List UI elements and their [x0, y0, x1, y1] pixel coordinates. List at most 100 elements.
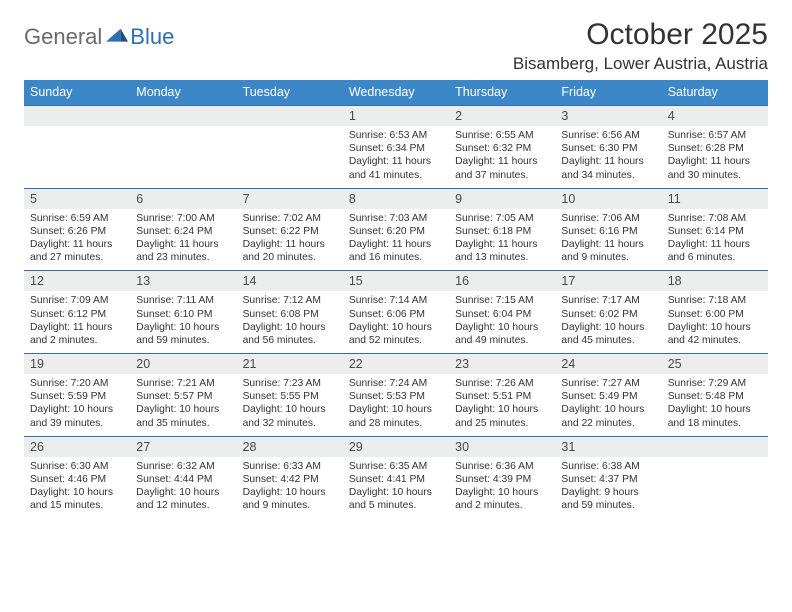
sunset-line: Sunset: 6:08 PM [243, 308, 337, 321]
sunrise-line: Sunrise: 7:17 AM [561, 294, 655, 307]
calendar-day-cell: 4Sunrise: 6:57 AMSunset: 6:28 PMDaylight… [662, 105, 768, 188]
day-number: 13 [130, 270, 236, 291]
day-number: 15 [343, 270, 449, 291]
daylight-line: Daylight: 11 hours and 6 minutes. [668, 238, 762, 264]
calendar-day-cell: 6Sunrise: 7:00 AMSunset: 6:24 PMDaylight… [130, 188, 236, 271]
day-number: 9 [449, 188, 555, 209]
calendar-day-cell: 16Sunrise: 7:15 AMSunset: 6:04 PMDayligh… [449, 270, 555, 353]
daylight-line: Daylight: 10 hours and 15 minutes. [30, 486, 124, 512]
sunrise-line: Sunrise: 6:57 AM [668, 129, 762, 142]
day-details: Sunrise: 6:56 AMSunset: 6:30 PMDaylight:… [555, 129, 661, 188]
sunrise-line: Sunrise: 6:36 AM [455, 460, 549, 473]
sunrise-line: Sunrise: 7:08 AM [668, 212, 762, 225]
calendar-day-cell: 27Sunrise: 6:32 AMSunset: 4:44 PMDayligh… [130, 436, 236, 519]
sunset-line: Sunset: 5:53 PM [349, 390, 443, 403]
sunrise-line: Sunrise: 6:32 AM [136, 460, 230, 473]
calendar-day-cell: 15Sunrise: 7:14 AMSunset: 6:06 PMDayligh… [343, 270, 449, 353]
day-details: Sunrise: 7:21 AMSunset: 5:57 PMDaylight:… [130, 377, 236, 436]
day-number: 5 [24, 188, 130, 209]
sunrise-line: Sunrise: 7:05 AM [455, 212, 549, 225]
sunset-line: Sunset: 6:18 PM [455, 225, 549, 238]
sunset-line: Sunset: 5:51 PM [455, 390, 549, 403]
calendar-day-cell: 25 Sunrise: 7:29 AMSunset: 5:48 PMDayligh… [662, 353, 768, 436]
dow-friday: Friday [555, 80, 661, 105]
day-details: Sunrise: 7:24 AMSunset: 5:53 PMDaylight:… [343, 377, 449, 436]
day-number: 25 [662, 353, 768, 374]
sunrise-line: Sunrise: 7:29 AM [668, 377, 762, 390]
sunrise-line: Sunrise: 6:55 AM [455, 129, 549, 142]
daylight-line: Daylight: 10 hours and 22 minutes. [561, 403, 655, 429]
daylight-line: Daylight: 11 hours and 27 minutes. [30, 238, 124, 264]
day-number: 29 [343, 436, 449, 457]
brand-word2: Blue [130, 24, 174, 50]
daylight-line: Daylight: 10 hours and 56 minutes. [243, 321, 337, 347]
day-details: Sunrise: 7:29 AMSunset: 5:48 PMDaylight:… [662, 377, 768, 436]
daylight-line: Daylight: 10 hours and 42 minutes. [668, 321, 762, 347]
day-details: Sunrise: 7:06 AMSunset: 6:16 PMDaylight:… [555, 212, 661, 271]
sunrise-line: Sunrise: 6:38 AM [561, 460, 655, 473]
sunset-line: Sunset: 5:48 PM [668, 390, 762, 403]
dow-wednesday: Wednesday [343, 80, 449, 105]
daylight-line: Daylight: 11 hours and 37 minutes. [455, 155, 549, 181]
day-number: 26 [24, 436, 130, 457]
sunset-line: Sunset: 6:00 PM [668, 308, 762, 321]
day-number [662, 436, 768, 457]
daylight-line: Daylight: 10 hours and 12 minutes. [136, 486, 230, 512]
sunset-line: Sunset: 5:55 PM [243, 390, 337, 403]
day-number: 23 [449, 353, 555, 374]
day-number: 11 [662, 188, 768, 209]
calendar-week: 12Sunrise: 7:09 AMSunset: 6:12 PMDayligh… [24, 270, 768, 353]
calendar-day-cell: 29 Sunrise: 6:35 AMSunset: 4:41 PMDayligh… [343, 436, 449, 519]
month-title: October 2025 [513, 18, 768, 52]
sunrise-line: Sunrise: 7:20 AM [30, 377, 124, 390]
day-details: Sunrise: 6:59 AMSunset: 6:26 PMDaylight:… [24, 212, 130, 271]
daylight-line: Daylight: 10 hours and 59 minutes. [136, 321, 230, 347]
calendar-day-cell: 13Sunrise: 7:11 AMSunset: 6:10 PMDayligh… [130, 270, 236, 353]
sunrise-line: Sunrise: 7:24 AM [349, 377, 443, 390]
dow-sunday: Sunday [24, 80, 130, 105]
calendar-day-cell: 18 Sunrise: 7:18 AMSunset: 6:00 PMDayligh… [662, 270, 768, 353]
calendar-day-cell: 21Sunrise: 7:23 AMSunset: 5:55 PMDayligh… [237, 353, 343, 436]
day-details: Sunrise: 7:26 AMSunset: 5:51 PMDaylight:… [449, 377, 555, 436]
calendar-day-cell [662, 436, 768, 519]
brand-word1: General [24, 24, 102, 50]
day-details: Sunrise: 6:35 AMSunset: 4:41 PMDaylight:… [343, 460, 449, 519]
daylight-line: Daylight: 11 hours and 30 minutes. [668, 155, 762, 181]
calendar-day-cell: 8Sunrise: 7:03 AMSunset: 6:20 PMDaylight… [343, 188, 449, 271]
day-number: 24 [555, 353, 661, 374]
daylight-line: Daylight: 10 hours and 5 minutes. [349, 486, 443, 512]
daylight-line: Daylight: 10 hours and 39 minutes. [30, 403, 124, 429]
day-details: Sunrise: 6:32 AMSunset: 4:44 PMDaylight:… [130, 460, 236, 519]
day-details: Sunrise: 7:02 AMSunset: 6:22 PMDaylight:… [237, 212, 343, 271]
day-details: Sunrise: 6:57 AMSunset: 6:28 PMDaylight:… [662, 129, 768, 188]
brand-triangle-icon [106, 28, 128, 46]
sunrise-line: Sunrise: 7:06 AM [561, 212, 655, 225]
day-details: Sunrise: 6:38 AMSunset: 4:37 PMDaylight:… [555, 460, 661, 519]
dow-monday: Monday [130, 80, 236, 105]
sunset-line: Sunset: 4:39 PM [455, 473, 549, 486]
day-number: 20 [130, 353, 236, 374]
day-number: 8 [343, 188, 449, 209]
daylight-line: Daylight: 10 hours and 9 minutes. [243, 486, 337, 512]
calendar-week: 19Sunrise: 7:20 AMSunset: 5:59 PMDayligh… [24, 353, 768, 436]
day-number: 6 [130, 188, 236, 209]
calendar-day-cell: 30Sunrise: 6:36 AMSunset: 4:39 PMDayligh… [449, 436, 555, 519]
day-number: 28 [237, 436, 343, 457]
calendar-page: General Blue October 2025 Bisamberg, Low… [0, 0, 792, 528]
sunrise-line: Sunrise: 6:56 AM [561, 129, 655, 142]
day-number: 18 [662, 270, 768, 291]
day-details: Sunrise: 6:55 AMSunset: 6:32 PMDaylight:… [449, 129, 555, 188]
calendar-week: 26Sunrise: 6:30 AMSunset: 4:46 PMDayligh… [24, 436, 768, 519]
calendar-week: 1Sunrise: 6:53 AMSunset: 6:34 PMDaylight… [24, 105, 768, 188]
calendar-day-cell: 3Sunrise: 6:56 AMSunset: 6:30 PMDaylight… [555, 105, 661, 188]
sunrise-line: Sunrise: 7:14 AM [349, 294, 443, 307]
calendar-day-cell: 28Sunrise: 6:33 AMSunset: 4:42 PMDayligh… [237, 436, 343, 519]
sunrise-line: Sunrise: 7:11 AM [136, 294, 230, 307]
calendar-day-cell: 9Sunrise: 7:05 AMSunset: 6:18 PMDaylight… [449, 188, 555, 271]
daylight-line: Daylight: 11 hours and 20 minutes. [243, 238, 337, 264]
day-details: Sunrise: 7:12 AMSunset: 6:08 PMDaylight:… [237, 294, 343, 353]
day-details: Sunrise: 6:36 AMSunset: 4:39 PMDaylight:… [449, 460, 555, 519]
day-number: 10 [555, 188, 661, 209]
sunrise-line: Sunrise: 7:18 AM [668, 294, 762, 307]
dow-thursday: Thursday [449, 80, 555, 105]
